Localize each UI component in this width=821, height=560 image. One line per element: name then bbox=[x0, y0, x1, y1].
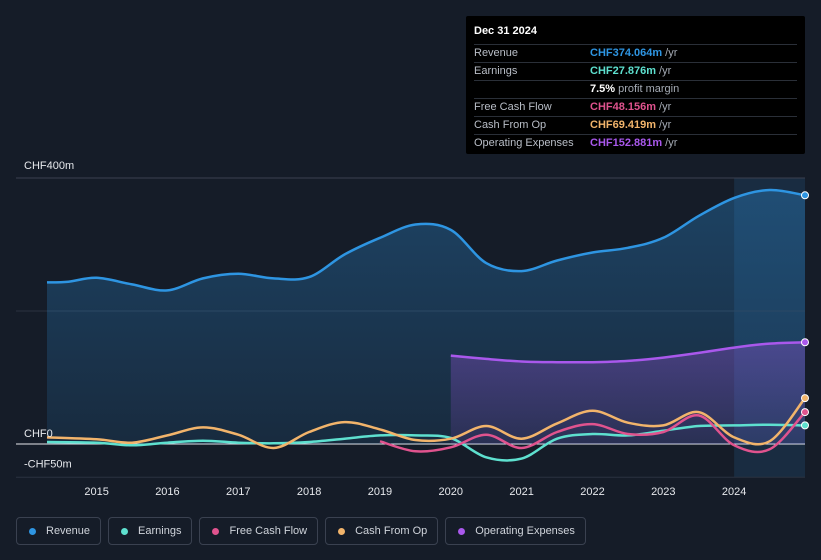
operating-expenses-endpoint bbox=[801, 338, 809, 347]
revenue-endpoint bbox=[801, 191, 809, 200]
legend-label: Revenue bbox=[46, 525, 91, 537]
legend-dot-icon bbox=[212, 527, 220, 535]
legend-label: Earnings bbox=[138, 525, 182, 537]
legend-dot-icon bbox=[121, 527, 129, 535]
chart-legend: Revenue Earnings Free Cash Flow Cash From O… bbox=[16, 517, 593, 545]
cash-from-op-line bbox=[46, 397, 806, 450]
legend-dot-icon bbox=[458, 527, 466, 535]
tooltip-row-label: Earnings bbox=[474, 65, 518, 77]
tooltip-row-value: CHF27.876m bbox=[590, 65, 657, 77]
free-cash-flow-endpoint bbox=[801, 408, 809, 417]
tooltip-row-label: Revenue bbox=[474, 47, 519, 59]
legend-item-operating-expenses[interactable]: Operating Expenses bbox=[445, 517, 586, 545]
tooltip-row-label: Operating Expenses bbox=[474, 137, 574, 149]
legend-label: Operating Expenses bbox=[475, 525, 575, 537]
y-axis-label-top: CHF400m bbox=[24, 160, 74, 172]
tooltip-row-unit: profit margin bbox=[618, 83, 680, 95]
x-tick-label: 2024 bbox=[722, 486, 746, 498]
legend-item-free-cash-flow[interactable]: Free Cash Flow bbox=[199, 517, 319, 545]
tooltip-row: Earnings CHF27.876m/yr bbox=[474, 62, 797, 80]
x-tick-label: 2015 bbox=[84, 486, 108, 498]
tooltip-row: Operating Expenses CHF152.881m/yr bbox=[474, 134, 797, 152]
legend-item-revenue[interactable]: Revenue bbox=[16, 517, 102, 545]
revenue-line bbox=[46, 188, 806, 292]
tooltip-row-label: Free Cash Flow bbox=[474, 101, 552, 113]
tooltip-row-value: 7.5% bbox=[590, 83, 616, 95]
tooltip-row: 7.5% profit margin bbox=[474, 80, 797, 98]
tooltip-row: Cash From Op CHF69.419m/yr bbox=[474, 116, 797, 134]
x-tick-label: 2018 bbox=[297, 486, 321, 498]
legend-label: Cash From Op bbox=[355, 525, 428, 537]
x-tick-label: 2016 bbox=[155, 486, 179, 498]
cash-from-op-endpoint bbox=[801, 394, 809, 403]
y-axis-label-zero: CHF0 bbox=[24, 428, 53, 440]
tooltip-row-value: CHF152.881m bbox=[590, 137, 663, 149]
x-tick-label: 2022 bbox=[580, 486, 604, 498]
y-axis-label-bottom: -CHF50m bbox=[24, 458, 72, 470]
tooltip-rows: Revenue CHF374.064m/yr Earnings CHF27.876m /… bbox=[474, 44, 797, 152]
tooltip-row-unit: /yr bbox=[665, 47, 678, 59]
legend-item-earnings[interactable]: Earnings bbox=[108, 517, 193, 545]
tooltip-row-label bbox=[474, 81, 590, 98]
tooltip-row-value: CHF48.156m bbox=[590, 101, 657, 113]
series-layer bbox=[46, 188, 809, 462]
x-axis-ticks: 2015 2016 2017 2018 2019 2020 2021 2022 2023 2024 bbox=[84, 486, 746, 498]
earnings-endpoint bbox=[801, 421, 809, 430]
tooltip-row-value: CHF374.064m bbox=[590, 47, 663, 59]
operating-expenses-area bbox=[450, 342, 805, 444]
x-tick-label: 2020 bbox=[439, 486, 463, 498]
legend-item-cash-from-op[interactable]: Cash From Op bbox=[325, 517, 439, 545]
x-tick-label: 2019 bbox=[368, 486, 392, 498]
x-tick-label: 2023 bbox=[651, 486, 675, 498]
earnings-line bbox=[46, 423, 806, 462]
tooltip-row-unit: /yr bbox=[659, 119, 672, 131]
legend-dot-icon bbox=[338, 527, 346, 535]
legend-label: Free Cash Flow bbox=[229, 525, 308, 537]
data-tooltip: Dec 31 2024 Revenue CHF374.064m/yr Earning… bbox=[466, 16, 805, 154]
tooltip-row-label: Cash From Op bbox=[474, 119, 547, 131]
free-cash-flow-line bbox=[379, 411, 806, 454]
x-tick-label: 2021 bbox=[509, 486, 533, 498]
tooltip-row: Revenue CHF374.064m/yr bbox=[474, 44, 797, 62]
tooltip-row: Free Cash Flow CHF48.156m/yr bbox=[474, 98, 797, 116]
tooltip-row-unit: /yr bbox=[659, 101, 672, 113]
tooltip-row-unit: /yr bbox=[665, 137, 678, 149]
x-tick-label: 2017 bbox=[226, 486, 250, 498]
tooltip-date: Dec 31 2024 bbox=[474, 25, 537, 37]
operating-expenses-line bbox=[450, 341, 806, 364]
legend-dot-icon bbox=[29, 527, 36, 535]
tooltip-row-value: CHF69.419m bbox=[590, 119, 657, 131]
tooltip-row-unit: /yr bbox=[659, 65, 672, 77]
